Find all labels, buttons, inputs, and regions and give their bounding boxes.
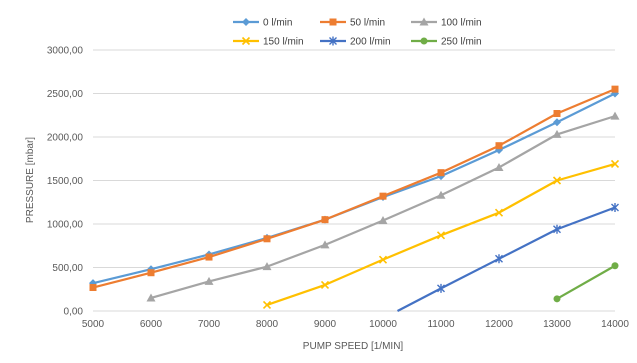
x-tick-label: 10000 <box>369 319 397 330</box>
data-point <box>419 17 429 26</box>
data-point <box>611 202 619 212</box>
legend-item: 50 l/min <box>320 18 385 29</box>
gridlines <box>93 49 615 312</box>
data-point <box>242 18 250 26</box>
legend-item: 150 l/min <box>233 37 304 48</box>
series-line <box>150 115 616 300</box>
legend-label: 200 l/min <box>350 37 391 48</box>
x-tick-label: 9000 <box>314 319 337 330</box>
x-tick-label: 13000 <box>543 319 571 330</box>
y-tick-label: 1000,00 <box>47 220 84 231</box>
data-point <box>378 216 388 225</box>
x-tick-label: 8000 <box>256 319 279 330</box>
y-axis-ticks: 0,00 500,00 1000,00 1500,00 2000,00 2500,00 30… <box>47 46 84 318</box>
series-1 <box>89 85 619 292</box>
x-axis-title: PUMP SPEED [1/MIN] <box>303 341 404 352</box>
x-tick-label: 12000 <box>485 319 513 330</box>
series-line <box>92 92 616 285</box>
data-point <box>420 37 428 45</box>
data-point <box>436 190 446 199</box>
data-point <box>320 240 330 249</box>
series-line <box>556 264 616 300</box>
data-point <box>553 224 561 234</box>
series-2 <box>146 111 620 302</box>
data-point <box>329 18 337 26</box>
series-layer <box>89 85 620 312</box>
y-tick-label: 2000,00 <box>47 133 84 144</box>
data-point <box>553 295 561 303</box>
data-point <box>262 262 272 271</box>
x-tick-label: 14000 <box>601 319 629 330</box>
y-tick-label: 0,00 <box>64 307 84 318</box>
legend-label: 250 l/min <box>441 37 482 48</box>
series-5 <box>553 262 619 303</box>
data-point <box>89 284 97 292</box>
data-point <box>437 169 445 177</box>
y-tick-label: 3000,00 <box>47 46 84 57</box>
legend-item: 0 l/min <box>233 18 292 29</box>
legend-item: 100 l/min <box>411 17 482 29</box>
data-point <box>241 36 251 46</box>
x-tick-label: 7000 <box>198 319 221 330</box>
legend: 0 l/min 50 l/min 100 l/min 150 l/min 200 l/m… <box>233 17 482 48</box>
legend-label: 0 l/min <box>263 18 292 29</box>
legend-item: 200 l/min <box>320 36 391 48</box>
data-point <box>553 110 561 118</box>
data-point <box>610 111 620 120</box>
data-point <box>329 36 337 46</box>
data-point <box>378 255 388 264</box>
y-tick-label: 1500,00 <box>47 176 84 187</box>
series-4 <box>396 202 619 312</box>
y-tick-label: 500,00 <box>52 263 83 274</box>
data-point <box>494 208 504 217</box>
series-line <box>396 206 616 312</box>
legend-label: 100 l/min <box>441 18 482 29</box>
y-tick-label: 2500,00 <box>47 89 84 100</box>
data-point <box>611 85 619 93</box>
series-0 <box>89 89 619 288</box>
data-point <box>147 269 155 277</box>
x-axis-ticks: 5000 6000 7000 8000 9000 10000 11000 12000 13000… <box>82 319 629 330</box>
data-point <box>262 300 272 309</box>
legend-label: 150 l/min <box>263 37 304 48</box>
data-point <box>495 142 503 150</box>
data-point <box>320 280 330 289</box>
x-tick-label: 6000 <box>140 319 163 330</box>
legend-label: 50 l/min <box>350 18 385 29</box>
data-point <box>436 231 446 240</box>
data-point <box>321 216 329 224</box>
data-point <box>610 159 620 169</box>
data-point <box>437 283 445 293</box>
series-line <box>92 88 616 289</box>
data-point <box>611 262 619 270</box>
x-tick-label: 5000 <box>82 319 105 330</box>
data-point <box>146 293 156 302</box>
data-point <box>204 276 214 285</box>
data-point <box>379 192 387 200</box>
x-tick-label: 11000 <box>427 319 455 330</box>
data-point <box>495 254 503 264</box>
data-point <box>553 118 561 127</box>
data-point <box>494 162 504 171</box>
series-3 <box>262 159 620 309</box>
data-point <box>205 253 213 261</box>
data-point <box>552 176 562 185</box>
y-axis-title: PRESSURE [mbar] <box>25 137 36 223</box>
legend-item: 250 l/min <box>411 37 482 48</box>
data-point <box>263 235 271 243</box>
data-point <box>552 129 562 138</box>
